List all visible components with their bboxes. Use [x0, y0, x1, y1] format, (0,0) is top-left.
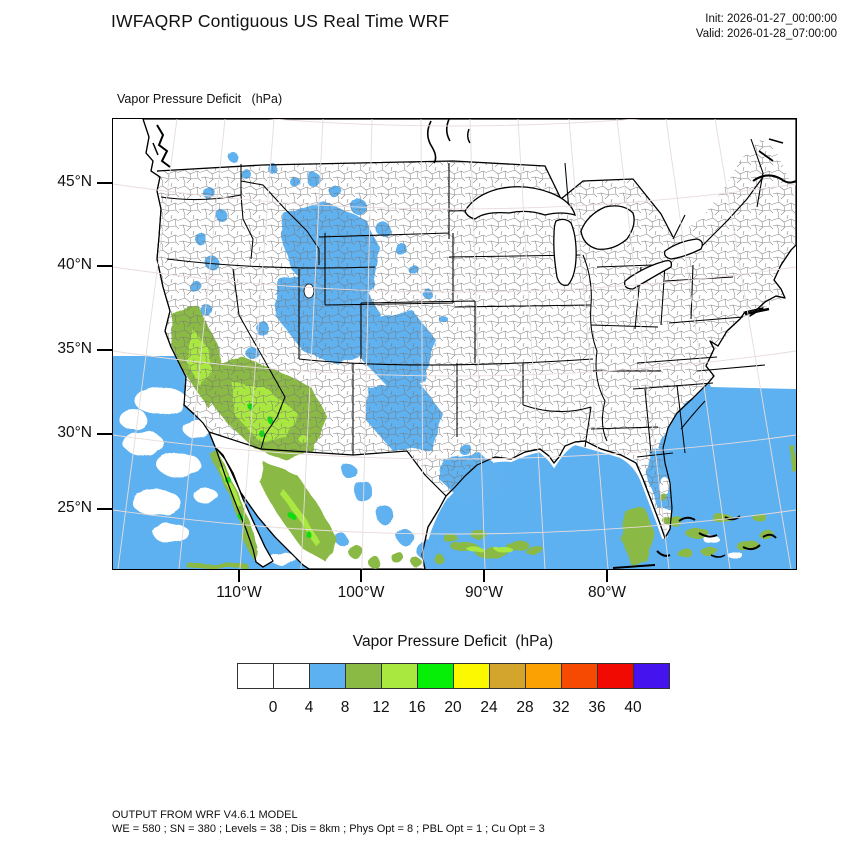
- lon-tick: [606, 569, 608, 582]
- colorbar-box: [417, 663, 454, 689]
- lon-tick-label: 110°W: [216, 584, 262, 601]
- colorbar-tick-label: 8: [340, 699, 350, 716]
- colorbar-box: [633, 663, 670, 689]
- run-times: Init: 2026-01-27_00:00:00 Valid: 2026-01…: [696, 12, 837, 41]
- lon-tick-label: 80°W: [587, 584, 627, 601]
- colorbar-tick-label: 0: [268, 699, 278, 716]
- field-label: Vapor Pressure Deficit (hPa): [117, 92, 283, 106]
- colorbar-box: [453, 663, 490, 689]
- map-frame: [112, 100, 797, 570]
- lat-tick: [97, 349, 112, 351]
- wrf-map-plot: [112, 100, 797, 570]
- colorbar-box: [309, 663, 346, 689]
- lat-tick-label: 35°N: [57, 340, 92, 357]
- colorbar-box: [597, 663, 634, 689]
- graticule-gridlines: [112, 100, 797, 570]
- colorbar-title: Vapor Pressure Deficit (hPa): [352, 633, 554, 650]
- lat-tick: [97, 182, 112, 184]
- lat-tick-label: 40°N: [57, 256, 92, 273]
- colorbar-box: [489, 663, 526, 689]
- init-time: Init: 2026-01-27_00:00:00: [705, 13, 837, 25]
- colorbar-box: [237, 663, 274, 689]
- lon-tick-label: 90°W: [464, 584, 504, 601]
- footer-line1: OUTPUT FROM WRF V4.6.1 MODEL: [112, 809, 298, 821]
- colorbar-box: [381, 663, 418, 689]
- lon-tick: [238, 569, 240, 582]
- colorbar-box: [561, 663, 598, 689]
- colorbar-box: [345, 663, 382, 689]
- page-title: IWFAQRP Contiguous US Real Time WRF: [111, 11, 450, 31]
- lat-tick: [97, 433, 112, 435]
- colorbar-tick-label: 32: [552, 699, 570, 716]
- colorbar-box: [273, 663, 310, 689]
- islands-coastal-details: [152, 118, 797, 569]
- footer-line2: WE = 580 ; SN = 380 ; Levels = 38 ; Dis …: [112, 823, 545, 835]
- footer-model-info: OUTPUT FROM WRF V4.6.1 MODEL WE = 580 ; …: [112, 808, 545, 836]
- great-lakes: [303, 186, 703, 299]
- colorbar-tick-label: 16: [408, 699, 426, 716]
- colorbar-tick-label: 28: [516, 699, 534, 716]
- lat-tick: [97, 265, 112, 267]
- lon-tick-label: 100°W: [337, 584, 385, 601]
- colorbar-box: [525, 663, 562, 689]
- colorbar-tick-label: 20: [444, 699, 462, 716]
- lon-tick: [360, 569, 362, 582]
- lat-tick-label: 25°N: [57, 499, 92, 516]
- colorbar-tick-label: 36: [588, 699, 606, 716]
- colorbar-tick-label: 12: [372, 699, 390, 716]
- lon-tick: [483, 569, 485, 582]
- lat-tick-label: 45°N: [57, 173, 92, 190]
- colorbar-tick-label: 4: [304, 699, 314, 716]
- valid-time: Valid: 2026-01-28_07:00:00: [695, 27, 837, 40]
- colorbar-tick-label: 24: [480, 699, 498, 716]
- lat-tick-label: 30°N: [57, 424, 92, 441]
- lat-tick: [97, 508, 112, 510]
- colorbar-tick-label: 40: [624, 699, 642, 716]
